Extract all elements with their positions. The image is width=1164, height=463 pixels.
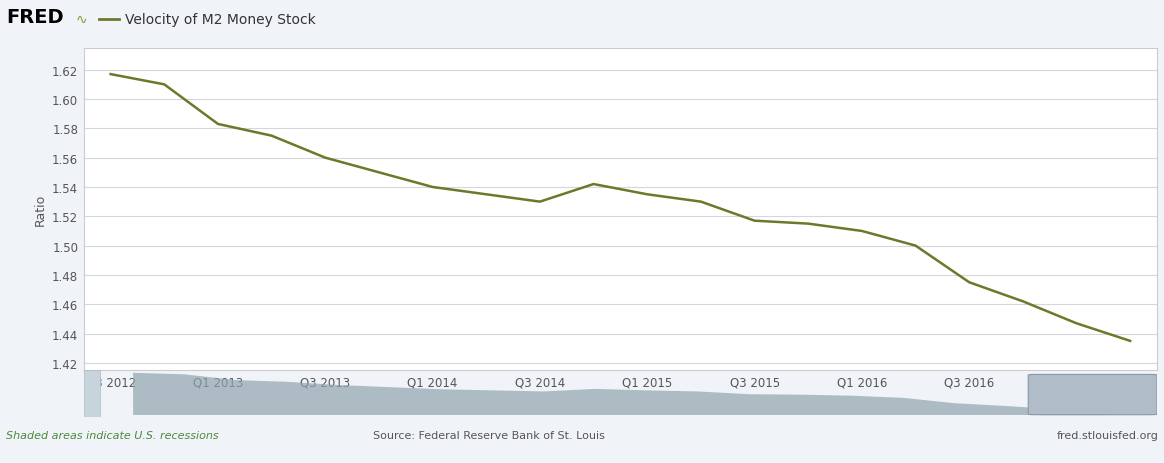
Text: Velocity of M2 Money Stock: Velocity of M2 Money Stock xyxy=(125,13,315,27)
Text: ∿: ∿ xyxy=(76,13,87,27)
Text: fred.stlouisfed.org: fred.stlouisfed.org xyxy=(1056,430,1158,440)
FancyBboxPatch shape xyxy=(1028,375,1157,415)
Bar xyxy=(84,370,100,417)
Text: Shaded areas indicate U.S. recessions: Shaded areas indicate U.S. recessions xyxy=(6,430,219,440)
Y-axis label: Ratio: Ratio xyxy=(34,194,47,225)
Text: Source: Federal Reserve Bank of St. Louis: Source: Federal Reserve Bank of St. Loui… xyxy=(372,430,605,440)
Text: FRED: FRED xyxy=(6,8,64,27)
